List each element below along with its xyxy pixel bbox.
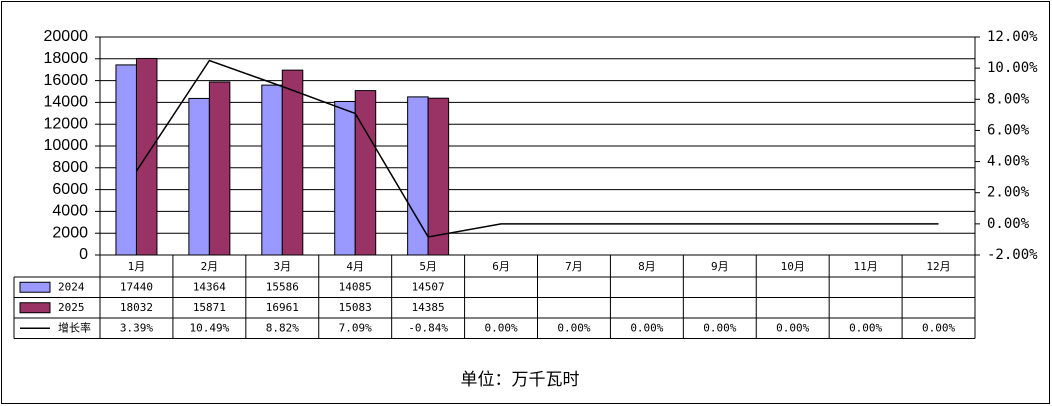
- y-tick-label: 16000: [44, 72, 89, 89]
- bar: [427, 97, 450, 256]
- x-tick-label: 3月: [273, 260, 291, 273]
- bar: [354, 90, 377, 256]
- table-value: 18032: [120, 301, 153, 314]
- y-tick-label: 14000: [44, 94, 89, 111]
- legend-swatch: [19, 281, 51, 293]
- table-value: 8.82%: [266, 321, 299, 334]
- y-tick-label: 10000: [44, 137, 89, 154]
- table-value: 15586: [266, 280, 299, 293]
- bar: [188, 97, 210, 256]
- bar: [208, 81, 231, 256]
- bar: [261, 84, 283, 256]
- y2-tick-label: 6.00%: [987, 122, 1030, 138]
- y2-tick-label: 8.00%: [987, 91, 1030, 107]
- table-value: 14385: [412, 301, 445, 314]
- y-tick-label: 12000: [44, 115, 89, 132]
- x-tick-label: 10月: [781, 260, 805, 273]
- table-value: 16961: [266, 301, 299, 314]
- x-tick-label: 5月: [419, 260, 437, 273]
- table-value: 17440: [120, 280, 153, 293]
- y-tick-label: 20000: [44, 28, 89, 45]
- table-value: 0.00%: [703, 321, 736, 334]
- y-tick-label: 4000: [52, 203, 88, 220]
- x-tick-label: 6月: [492, 260, 510, 273]
- unit-label: 单位：万千瓦时: [461, 370, 580, 390]
- y2-tick-label: 2.00%: [987, 185, 1030, 201]
- y2-tick-label: 4.00%: [987, 154, 1030, 170]
- table-value: 15083: [339, 301, 372, 314]
- table-value: 10.49%: [190, 321, 230, 334]
- x-tick-label: 11月: [854, 260, 878, 273]
- x-tick-label: 1月: [128, 260, 146, 273]
- legend-label: 增长率: [58, 320, 91, 334]
- y-tick-label: 2000: [52, 224, 88, 241]
- table-value: 0.00%: [849, 321, 882, 334]
- bar: [281, 69, 304, 256]
- table-value: 15871: [193, 301, 226, 314]
- y2-tick-label: 12.00%: [987, 29, 1038, 45]
- y-tick-label: 6000: [52, 181, 88, 198]
- legend-swatch: [19, 302, 51, 314]
- x-tick-label: 12月: [926, 260, 950, 273]
- bar: [115, 64, 137, 256]
- legend-label: 2024: [58, 280, 85, 293]
- y2-tick-label: -2.00%: [987, 247, 1038, 263]
- table-value: 0.00%: [557, 321, 590, 334]
- x-tick-label: 9月: [711, 260, 729, 273]
- x-tick-label: 7月: [565, 260, 583, 273]
- line: [135, 59, 939, 238]
- table-value: 14085: [339, 280, 372, 293]
- x-tick-label: 8月: [638, 260, 656, 273]
- table-value: 0.00%: [484, 321, 517, 334]
- x-tick-label: 2月: [201, 260, 219, 273]
- y2-tick-label: 10.00%: [987, 60, 1038, 76]
- y-tick-label: 0: [79, 246, 88, 263]
- table-value: 14507: [412, 280, 445, 293]
- y-tick-label: 8000: [52, 159, 88, 176]
- y-tick-label: 18000: [44, 50, 89, 67]
- table-value: 0.00%: [922, 321, 955, 334]
- table-value: 0.00%: [776, 321, 809, 334]
- legend-label: 2025: [58, 301, 85, 314]
- y2-tick-label: 0.00%: [987, 216, 1030, 232]
- bar: [334, 100, 356, 256]
- table-value: 14364: [193, 280, 226, 293]
- table-value: 3.39%: [120, 321, 153, 334]
- table-value: 7.09%: [339, 321, 372, 334]
- x-tick-label: 4月: [346, 260, 364, 273]
- table-value: -0.84%: [408, 321, 448, 334]
- table-value: 0.00%: [630, 321, 663, 334]
